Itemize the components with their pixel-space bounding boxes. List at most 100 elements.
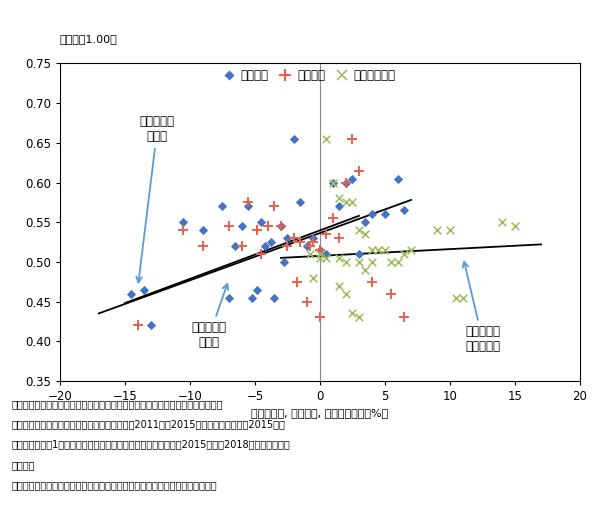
Point <box>302 242 312 250</box>
Point <box>261 242 270 250</box>
Point <box>279 258 288 266</box>
Point <box>243 198 253 206</box>
Point <box>253 226 263 234</box>
Point <box>322 250 331 258</box>
Point <box>322 230 331 238</box>
Point <box>305 250 315 258</box>
Legend: 純移出率, 純輸出率, 純要素所得率: 純移出率, 純輸出率, 純要素所得率 <box>222 69 395 83</box>
Point <box>399 206 409 215</box>
Point <box>354 313 364 322</box>
Point <box>146 321 155 330</box>
Text: 用いた。: 用いた。 <box>12 460 35 470</box>
Point <box>266 238 275 246</box>
Point <box>322 253 331 262</box>
Point <box>335 281 344 290</box>
Point <box>354 250 364 258</box>
Text: 純要素所得
率の傾向線: 純要素所得 率の傾向線 <box>463 262 500 353</box>
Point <box>276 222 286 230</box>
Point <box>237 242 247 250</box>
Point <box>231 242 240 250</box>
Point <box>257 218 266 226</box>
Point <box>218 202 227 211</box>
Point <box>347 174 357 183</box>
Point <box>237 222 247 230</box>
Point <box>198 226 208 234</box>
Point <box>393 258 403 266</box>
Point <box>292 277 301 286</box>
Point <box>374 245 383 254</box>
Point <box>341 178 350 187</box>
Point <box>328 178 338 187</box>
Point <box>335 234 344 242</box>
Point <box>243 202 253 211</box>
Point <box>179 226 188 234</box>
Point <box>406 245 416 254</box>
Point <box>289 234 299 242</box>
Point <box>432 226 442 234</box>
Point <box>367 210 377 218</box>
Text: 純移出率の
傾向線: 純移出率の 傾向線 <box>136 115 175 282</box>
Point <box>328 214 338 222</box>
Point <box>295 198 305 206</box>
Point <box>328 178 338 187</box>
Point <box>224 222 234 230</box>
Point <box>309 273 318 282</box>
Point <box>302 297 312 306</box>
Point <box>347 198 357 206</box>
Point <box>315 245 325 254</box>
Point <box>387 258 396 266</box>
Point <box>347 134 357 143</box>
Point <box>335 253 344 262</box>
Point <box>498 218 507 226</box>
Point <box>253 285 263 294</box>
Point <box>283 234 292 242</box>
Point <box>309 234 318 242</box>
Point <box>322 134 331 143</box>
Point <box>315 245 325 254</box>
Point <box>179 218 188 226</box>
Point <box>354 166 364 175</box>
Point <box>458 293 468 302</box>
Point <box>315 250 325 258</box>
Point <box>354 226 364 234</box>
Text: （出所）各都道府県の産業連関表、内閣府「県民経済計算」より大和総研作成: （出所）各都道府県の産業連関表、内閣府「県民経済計算」より大和総研作成 <box>12 480 218 490</box>
Point <box>315 253 325 262</box>
Text: 図表　地域の純移出・純輸出・純要素所得と東京との１人当たり県民所得格差: 図表 地域の純移出・純輸出・純要素所得と東京との１人当たり県民所得格差 <box>7 10 252 23</box>
Point <box>367 258 377 266</box>
Point <box>127 289 136 298</box>
Point <box>380 210 390 218</box>
Point <box>335 202 344 211</box>
Point <box>387 289 396 298</box>
Point <box>361 218 370 226</box>
Point <box>341 289 350 298</box>
Point <box>380 245 390 254</box>
Point <box>399 313 409 322</box>
Point <box>445 226 454 234</box>
Point <box>257 250 266 258</box>
Point <box>224 293 234 302</box>
Text: （注１）純移出率、純輸出率、純要素所得率は、各都道府県の生産額で除した。: （注１）純移出率、純輸出率、純要素所得率は、各都道府県の生産額で除した。 <box>12 399 224 409</box>
Point <box>315 313 325 322</box>
Point <box>283 242 292 250</box>
Text: 純輸出率の
傾向線: 純輸出率の 傾向線 <box>192 284 228 349</box>
Point <box>263 222 273 230</box>
Point <box>276 222 286 230</box>
Point <box>309 238 318 246</box>
Point <box>367 277 377 286</box>
Text: （注２）純移出率、純輸出率、純要素所得率は2011年と2015年の平均値（熊本は2015年の: （注２）純移出率、純輸出率、純要素所得率は2011年と2015年の平均値（熊本は… <box>12 419 286 430</box>
X-axis label: （純移出率, 純輸出率, 純要素所得率；%）: （純移出率, 純輸出率, 純要素所得率；%） <box>251 408 389 418</box>
Text: み）、東京との1人当たり県民所得格差（物価地域差調整済）は2015年度〜2018年度の平均値を: み）、東京との1人当たり県民所得格差（物価地域差調整済）は2015年度〜2018… <box>12 440 291 450</box>
Point <box>295 238 305 246</box>
Point <box>341 198 350 206</box>
Point <box>393 174 403 183</box>
Point <box>305 242 315 250</box>
Point <box>451 293 461 302</box>
Point <box>361 266 370 274</box>
Point <box>139 285 149 294</box>
Point <box>347 309 357 317</box>
Point <box>367 245 377 254</box>
Point <box>270 202 279 211</box>
Point <box>399 250 409 258</box>
Point <box>341 178 350 187</box>
Point <box>510 222 520 230</box>
